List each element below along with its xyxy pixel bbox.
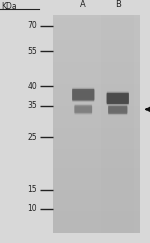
Bar (53, 117, 140, 120)
Bar (53, 211, 140, 215)
FancyBboxPatch shape (107, 93, 129, 104)
Text: B: B (115, 0, 121, 9)
Bar (53, 153, 140, 157)
Bar (53, 91, 140, 95)
Text: 70: 70 (27, 21, 37, 30)
Bar (53, 44, 140, 47)
Bar (53, 139, 140, 142)
Bar (53, 215, 140, 219)
FancyBboxPatch shape (72, 90, 94, 102)
Bar (53, 102, 140, 106)
FancyBboxPatch shape (74, 105, 92, 113)
Bar (53, 69, 140, 73)
Bar (53, 33, 140, 36)
Bar (53, 77, 140, 80)
Bar (53, 182, 140, 186)
Bar (53, 62, 140, 66)
Bar (53, 87, 140, 91)
Bar (53, 171, 140, 175)
Text: KDa: KDa (2, 2, 17, 11)
Text: A: A (80, 0, 86, 9)
Bar (53, 26, 140, 29)
Bar (53, 73, 140, 77)
Bar (53, 109, 140, 113)
Text: 15: 15 (28, 185, 37, 194)
Bar (53, 128, 140, 131)
Bar (53, 29, 140, 33)
Bar (53, 106, 140, 109)
Bar (53, 193, 140, 197)
Bar (53, 186, 140, 190)
FancyBboxPatch shape (72, 89, 94, 101)
Bar (53, 149, 140, 153)
Bar (53, 175, 140, 179)
Bar (53, 222, 140, 226)
Bar (53, 208, 140, 211)
Text: 55: 55 (27, 46, 37, 56)
Bar (53, 84, 140, 87)
Bar (53, 36, 140, 40)
Bar (53, 168, 140, 171)
Bar (53, 204, 140, 208)
Bar (53, 66, 140, 69)
FancyBboxPatch shape (107, 94, 129, 105)
Bar (53, 40, 140, 44)
FancyBboxPatch shape (108, 104, 127, 113)
Bar (53, 98, 140, 102)
Bar (53, 160, 140, 164)
Bar (53, 230, 140, 233)
Bar (53, 58, 140, 62)
Bar (53, 135, 140, 139)
Bar (53, 51, 140, 55)
Bar (53, 113, 140, 117)
Bar (53, 55, 140, 58)
Bar (53, 131, 140, 135)
Bar (53, 18, 140, 22)
Bar (101, 15, 134, 233)
FancyBboxPatch shape (74, 104, 92, 112)
FancyBboxPatch shape (74, 106, 92, 114)
Bar (53, 190, 140, 193)
Text: 10: 10 (28, 204, 37, 214)
Bar (53, 197, 140, 200)
Text: 25: 25 (28, 133, 37, 142)
Bar (53, 142, 140, 146)
Bar (53, 22, 140, 26)
FancyBboxPatch shape (108, 107, 127, 115)
Bar (53, 15, 140, 18)
Bar (53, 47, 140, 51)
Bar (53, 179, 140, 182)
FancyBboxPatch shape (72, 88, 94, 99)
Bar (53, 157, 140, 160)
Bar (53, 200, 140, 204)
Bar (53, 15, 140, 233)
Bar (53, 146, 140, 149)
FancyBboxPatch shape (108, 106, 127, 114)
Bar (53, 95, 140, 98)
Bar (53, 120, 140, 124)
Bar (53, 80, 140, 84)
Text: 35: 35 (27, 101, 37, 110)
Bar (53, 124, 140, 128)
Bar (53, 219, 140, 222)
Bar (53, 226, 140, 230)
Bar (53, 164, 140, 168)
FancyBboxPatch shape (107, 92, 129, 103)
Text: 40: 40 (27, 82, 37, 91)
